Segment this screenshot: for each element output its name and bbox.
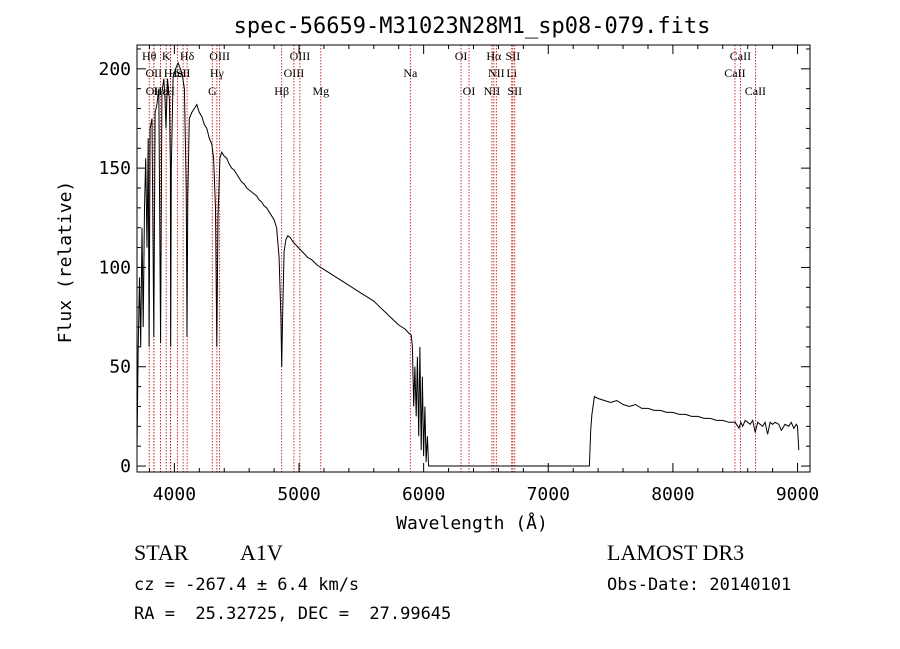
spectral-subclass: A1V: [240, 540, 283, 565]
line-label-14: OIII: [284, 66, 305, 80]
x-axis-label: Wavelength (Å): [396, 512, 548, 534]
survey-name: LAMOST DR3: [607, 540, 745, 565]
line-label-17: Na: [403, 66, 418, 80]
line-label-25: SII: [507, 84, 522, 98]
line-label-8: Hδ: [180, 49, 195, 63]
x-tick-label: 8000: [651, 484, 694, 505]
redshift-velocity: cz = -267.4 ± 6.4 km/s: [134, 575, 360, 595]
ra-dec-coordinates: RA = 25.32725, DEC = 27.99645: [134, 604, 452, 624]
line-label-6: Hε: [164, 66, 178, 80]
line-label-23: Li: [506, 66, 517, 80]
line-label-26: CaII: [724, 66, 745, 80]
line-label-11: Hγ: [210, 66, 225, 80]
y-tick-label: 100: [98, 257, 131, 278]
line-label-16: Mg: [312, 84, 329, 98]
line-label-10: G: [208, 84, 217, 98]
x-tick-label: 4000: [153, 484, 196, 505]
emission-line-markers: HθOIIOIIHεKHHεHeIHδSIIGHγOIIIHβOIIIOIIIM…: [142, 45, 766, 472]
x-tick-label: 5000: [277, 484, 320, 505]
line-label-19: OI: [463, 84, 476, 98]
line-label-0: Hθ: [142, 49, 157, 63]
y-axis-label: Flux (relative): [55, 181, 76, 344]
y-tick-label: 150: [98, 158, 131, 179]
observation-date: Obs-Date: 20140101: [607, 575, 792, 595]
line-label-21: Hα: [486, 49, 502, 63]
line-label-24: SII: [506, 49, 521, 63]
x-tick-label: 6000: [402, 484, 445, 505]
line-label-28: CaII: [745, 84, 766, 98]
spectrum-line: [136, 61, 800, 467]
y-axis: 0 50 100 150 200: [98, 48, 810, 477]
y-tick-label: 50: [109, 357, 131, 378]
line-label-27: CaII: [730, 49, 751, 63]
y-tick-label: 200: [98, 59, 131, 80]
line-label-22: NII: [488, 66, 505, 80]
object-class: STAR: [134, 540, 189, 565]
spectrum-series: [136, 61, 800, 467]
y-tick-label: 0: [120, 456, 131, 477]
x-tick-label: 9000: [776, 484, 819, 505]
x-axis: 4000 5000 6000 7000 8000 9000: [148, 45, 819, 505]
line-label-9: SII: [176, 66, 191, 80]
line-label-15: OIII: [290, 49, 311, 63]
line-label-4: K: [162, 49, 171, 63]
line-label-12: OIII: [209, 49, 230, 63]
line-label-18: OI: [455, 49, 468, 63]
chart-title: spec-56659-M31023N28M1_sp08-079.fits: [234, 14, 711, 39]
line-label-13: Hβ: [274, 84, 289, 98]
plot-frame: [136, 44, 811, 473]
line-label-20: NII: [484, 84, 501, 98]
x-tick-label: 7000: [527, 484, 570, 505]
